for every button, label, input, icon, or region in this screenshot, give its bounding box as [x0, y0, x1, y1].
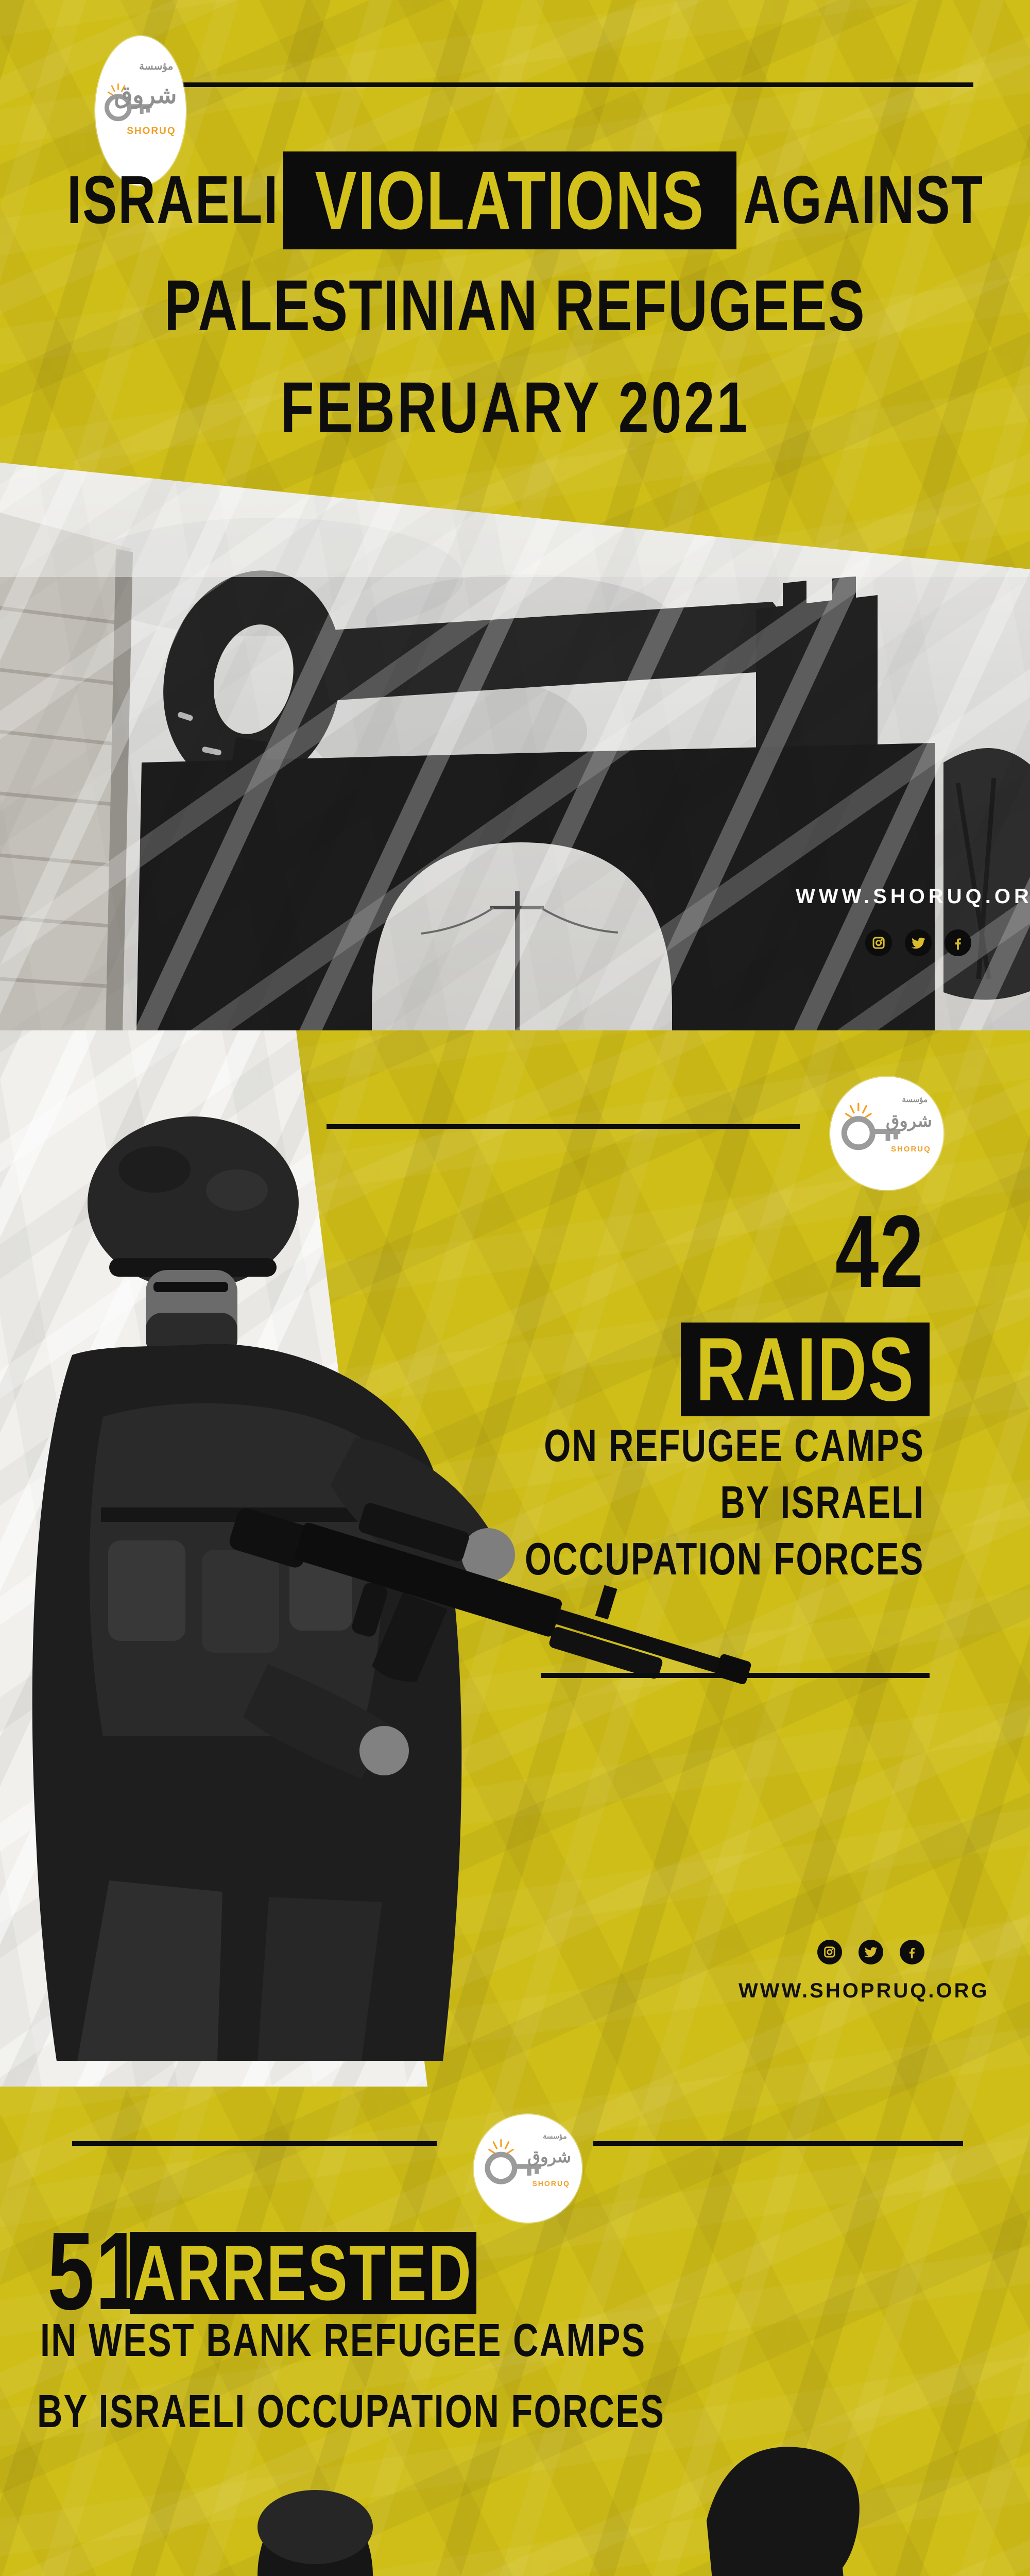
- website-url: WWW.SHORUQ.ORG: [796, 885, 1030, 908]
- stat-highlight-box: RAIDS: [681, 1323, 930, 1416]
- shoruq-logo: مؤسسة شروق SHORUQ: [830, 1077, 943, 1190]
- logo-name-english: SHORUQ: [532, 2179, 570, 2188]
- title-line2: PALESTINIAN REFUGEES: [164, 265, 866, 346]
- divider-line-right: [593, 2141, 963, 2146]
- logo-name-english: SHORUQ: [127, 126, 176, 137]
- key-monument-illustration: [0, 463, 1030, 1030]
- logo-org-type-arabic: مؤسسة: [139, 61, 174, 73]
- divider-line: [327, 1124, 800, 1129]
- logo-name-arabic: شروق: [527, 2147, 571, 2166]
- logo-org-type-arabic: مؤسسة: [902, 1095, 928, 1105]
- title-highlight: VIOLATIONS: [315, 154, 705, 246]
- twitter-icon: [905, 929, 932, 956]
- logo-name-arabic: شروق: [114, 81, 177, 108]
- soldier-photo: [32, 1116, 751, 2061]
- panel-arrested: مؤسسة شروق SHORUQ 51 ARRESTED IN WEST BA…: [0, 2061, 1030, 2576]
- website-url: WWW.SHOPRUQ.ORG: [739, 1979, 989, 2002]
- facebook-icon: [900, 1940, 924, 1964]
- title-line3: FEBRUARY 2021: [280, 367, 750, 448]
- panel-cover: مؤسسة شروق SHORUQ ISRAELI VIOLATIONS AGA…: [0, 0, 1030, 1030]
- stat-number: 51: [47, 2209, 144, 2333]
- title-pre: ISRAELI: [67, 162, 279, 238]
- social-links-row: [865, 929, 971, 956]
- instagram-icon: [865, 929, 892, 956]
- arrest-photo-illustration: [258, 2447, 860, 2576]
- logo-name-english: SHORUQ: [890, 1145, 931, 1154]
- title-post: AGAINST: [743, 162, 984, 238]
- stat-line3: OCCUPATION FORCES: [525, 1533, 924, 1584]
- divider-line-short: [541, 1673, 930, 1678]
- logo-org-type-arabic: مؤسسة: [543, 2131, 567, 2140]
- divider-line-left: [72, 2141, 437, 2146]
- twitter-icon: [859, 1940, 883, 1964]
- arrest-photo: WWW.SHORUQ.ORG: [0, 2421, 1030, 2576]
- facebook-icon: [945, 929, 971, 956]
- stat-line2: BY ISRAELI: [720, 1477, 924, 1528]
- shoruq-logo: مؤسسة شروق SHORUQ: [95, 36, 186, 185]
- panel-raids: مؤسسة شروق SHORUQ 42 RAIDS ON REFUGEE CA…: [0, 1030, 1030, 2087]
- stat-number: 42: [835, 1194, 924, 1309]
- divider-line: [178, 82, 973, 87]
- stat-highlight-box: ARRESTED: [130, 2232, 476, 2314]
- logo-name-arabic: شروق: [885, 1111, 932, 1131]
- stat-line2: BY ISRAELI OCCUPATION FORCES: [37, 2386, 665, 2437]
- stat-label: RAIDS: [695, 1319, 915, 1420]
- stat-label: ARRESTED: [133, 2229, 473, 2317]
- instagram-icon: [817, 1940, 842, 1964]
- shoruq-logo: مؤسسة شروق SHORUQ: [474, 2114, 582, 2223]
- key-monument-photo: WWW.SHORUQ.ORG: [0, 463, 1030, 1030]
- stat-line1: ON REFUGEE CAMPS: [544, 1420, 924, 1471]
- social-links-row: [817, 1940, 924, 1964]
- stat-line1: IN WEST BANK REFUGEE CAMPS: [40, 2315, 646, 2366]
- title-highlight-box: VIOLATIONS: [283, 151, 736, 249]
